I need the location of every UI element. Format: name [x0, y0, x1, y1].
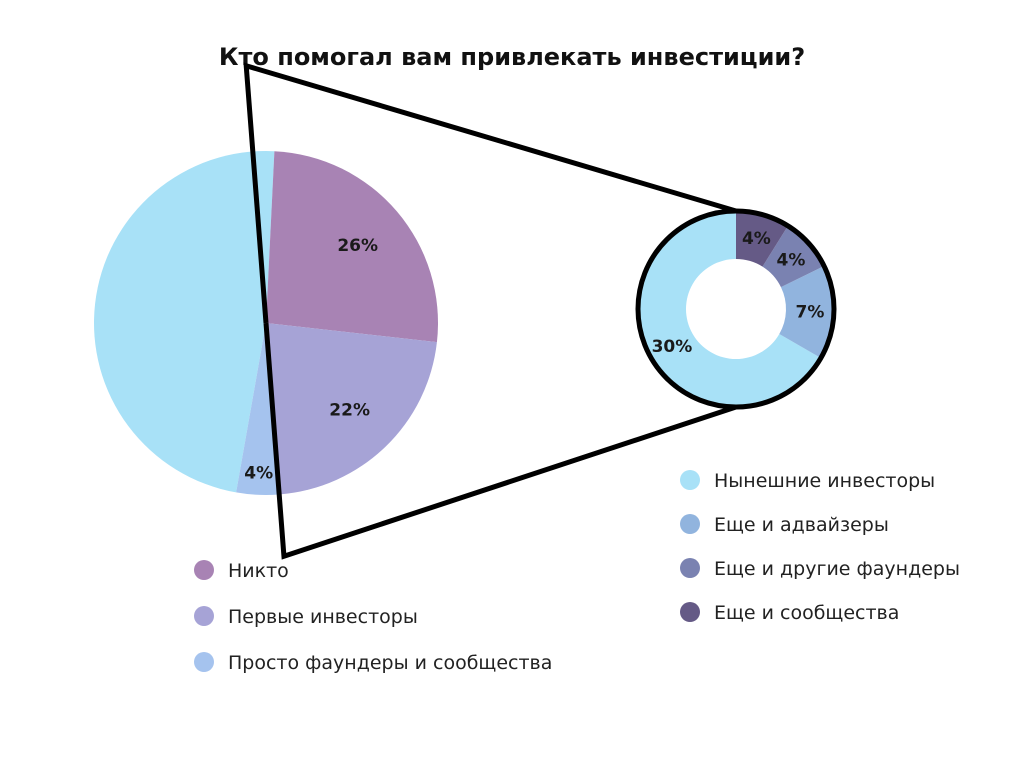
pie-slice-label: 26%	[337, 236, 378, 256]
donut-legend-label: Еще и другие фаундеры	[714, 558, 960, 580]
donut-slice-label: 7%	[796, 303, 825, 323]
donut-slice-label: 4%	[777, 250, 806, 270]
chart-title: Кто помогал вам привлекать инвестиции?	[219, 43, 805, 71]
donut-legend: Нынешние инвесторы Еще и адвайзеры Еще и д…	[680, 470, 960, 624]
pie-legend-swatch	[194, 560, 214, 580]
pie-slice-label: 22%	[329, 401, 370, 421]
pie-legend-label: Никто	[228, 560, 289, 582]
pie-slice-label: 4%	[244, 463, 273, 483]
pie-legend-swatch	[194, 652, 214, 672]
donut-outline	[635, 208, 837, 410]
donut-slice-1	[779, 266, 834, 358]
zoom-connector	[243, 62, 737, 560]
donut-legend-label: Нынешние инвесторы	[714, 470, 935, 492]
donut-slice-label: 30%	[652, 337, 693, 357]
donut-legend-swatch	[680, 602, 700, 622]
main-pie-legend: Никто Первые инвесторы Просто фаундеры и с…	[194, 560, 552, 674]
pie-slice-1	[266, 151, 438, 343]
donut-legend-swatch	[680, 470, 700, 490]
donut-legend-label: Еще и сообщества	[714, 602, 899, 624]
donut-slice-3	[736, 211, 788, 267]
donut-legend-swatch	[680, 558, 700, 578]
donut-slice-label: 4%	[742, 229, 771, 249]
donut-legend-label: Еще и адвайзеры	[714, 514, 889, 536]
breakdown-donut: 30% 7% 4% 4%	[635, 208, 837, 410]
zoom-line-bottom	[263, 322, 737, 560]
donut-slice-0	[637, 211, 821, 408]
donut-slice-2	[762, 225, 825, 288]
donut-legend-swatch	[680, 514, 700, 534]
pie-slice-0	[93, 150, 275, 493]
pie-slice-2	[266, 323, 437, 495]
pie-legend-label: Просто фаундеры и сообщества	[228, 652, 552, 674]
pie-legend-label: Первые инвесторы	[228, 606, 418, 628]
pie-legend-swatch	[194, 606, 214, 626]
zoom-line-top	[243, 62, 737, 324]
main-pie: 26% 22% 4%	[93, 150, 438, 495]
